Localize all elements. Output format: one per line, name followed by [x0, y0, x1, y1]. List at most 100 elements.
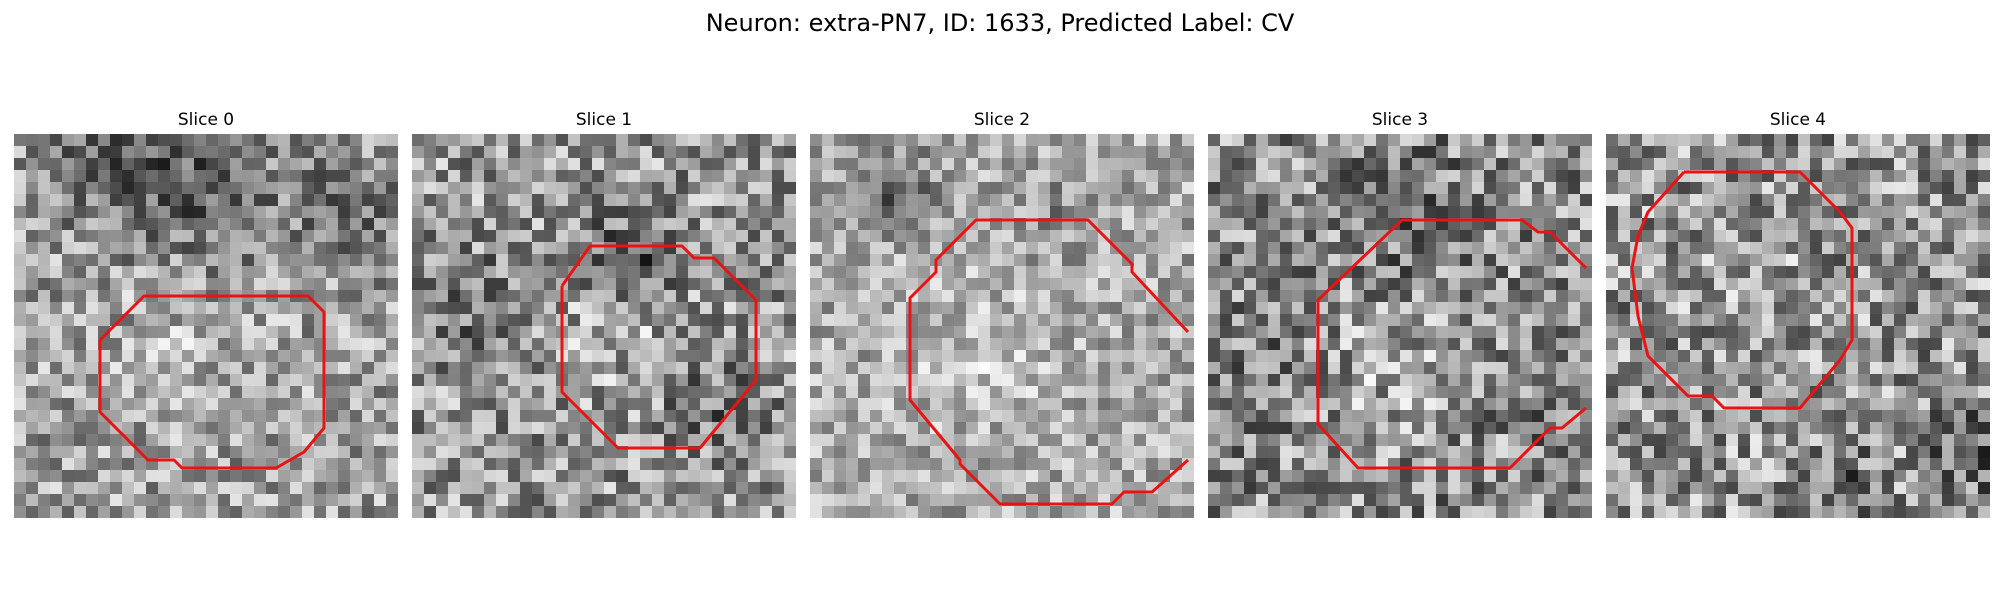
pixel	[1834, 134, 1846, 146]
panel-title-slice-0: Slice 0	[177, 110, 235, 130]
pixel	[1208, 170, 1220, 182]
pixel	[1220, 134, 1232, 146]
pixel	[676, 458, 688, 470]
pixel	[1038, 350, 1050, 362]
pixel	[1496, 446, 1508, 458]
pixel	[110, 386, 122, 398]
pixel	[146, 314, 158, 326]
pixel	[1316, 182, 1328, 194]
pixel	[170, 146, 182, 158]
pixel	[1026, 158, 1038, 170]
pixel	[338, 410, 350, 422]
pixel	[1316, 470, 1328, 482]
pixel	[1678, 278, 1690, 290]
pixel	[1014, 470, 1026, 482]
pixel	[448, 338, 460, 350]
pixel	[472, 458, 484, 470]
pixel	[1098, 302, 1110, 314]
pixel	[1678, 242, 1690, 254]
pixel	[544, 302, 556, 314]
pixel	[86, 422, 98, 434]
pixel	[50, 362, 62, 374]
pixel	[1858, 314, 1870, 326]
pixel	[496, 194, 508, 206]
pixel	[870, 434, 882, 446]
pixel	[412, 434, 424, 446]
pixel	[882, 302, 894, 314]
pixel	[1436, 314, 1448, 326]
pixel	[1702, 134, 1714, 146]
pixel	[978, 338, 990, 350]
pixel	[1110, 230, 1122, 242]
pixel	[1834, 146, 1846, 158]
pixel	[1496, 362, 1508, 374]
pixel	[194, 398, 206, 410]
pixel	[1316, 134, 1328, 146]
pixel	[592, 170, 604, 182]
pixel	[170, 230, 182, 242]
pixel	[146, 170, 158, 182]
pixel	[1906, 170, 1918, 182]
pixel	[496, 242, 508, 254]
pixel	[1666, 242, 1678, 254]
pixel	[122, 290, 134, 302]
pixel	[1340, 494, 1352, 506]
pixel	[1376, 434, 1388, 446]
pixel	[1870, 410, 1882, 422]
pixel	[906, 158, 918, 170]
pixel	[1364, 302, 1376, 314]
pixel	[1256, 194, 1268, 206]
pixel	[676, 350, 688, 362]
pixel	[1460, 470, 1472, 482]
pixel	[1122, 194, 1134, 206]
pixel	[676, 146, 688, 158]
pixel	[1098, 326, 1110, 338]
pixel	[1158, 506, 1170, 518]
pixel	[146, 338, 158, 350]
pixel	[1122, 338, 1134, 350]
pixel	[918, 302, 930, 314]
slice-3-pixels	[1208, 134, 1592, 518]
pixel	[736, 434, 748, 446]
pixel	[724, 386, 736, 398]
pixel	[760, 314, 772, 326]
pixel	[1774, 458, 1786, 470]
pixel	[748, 410, 760, 422]
pixel	[1086, 506, 1098, 518]
pixel	[1580, 242, 1592, 254]
pixel	[628, 458, 640, 470]
pixel	[1930, 446, 1942, 458]
pixel	[1654, 278, 1666, 290]
pixel	[436, 218, 448, 230]
pixel	[822, 374, 834, 386]
pixel	[254, 242, 266, 254]
pixel	[1122, 146, 1134, 158]
pixel	[1268, 134, 1280, 146]
pixel	[1810, 362, 1822, 374]
pixel	[1268, 398, 1280, 410]
slice-4-panel	[1606, 134, 1990, 518]
pixel	[14, 482, 26, 494]
pixel	[1280, 434, 1292, 446]
pixel	[1556, 254, 1568, 266]
pixel	[1268, 506, 1280, 518]
pixel	[1750, 242, 1762, 254]
pixel	[1580, 350, 1592, 362]
pixel	[158, 362, 170, 374]
pixel	[1232, 254, 1244, 266]
pixel	[822, 266, 834, 278]
pixel	[1966, 206, 1978, 218]
pixel	[182, 242, 194, 254]
pixel	[496, 482, 508, 494]
pixel	[386, 206, 398, 218]
pixel	[1714, 182, 1726, 194]
pixel	[218, 482, 230, 494]
pixel	[1086, 482, 1098, 494]
pixel	[1726, 266, 1738, 278]
pixel	[772, 470, 784, 482]
pixel	[496, 350, 508, 362]
pixel	[1280, 386, 1292, 398]
pixel	[508, 446, 520, 458]
pixel	[1508, 134, 1520, 146]
pixel	[98, 146, 110, 158]
